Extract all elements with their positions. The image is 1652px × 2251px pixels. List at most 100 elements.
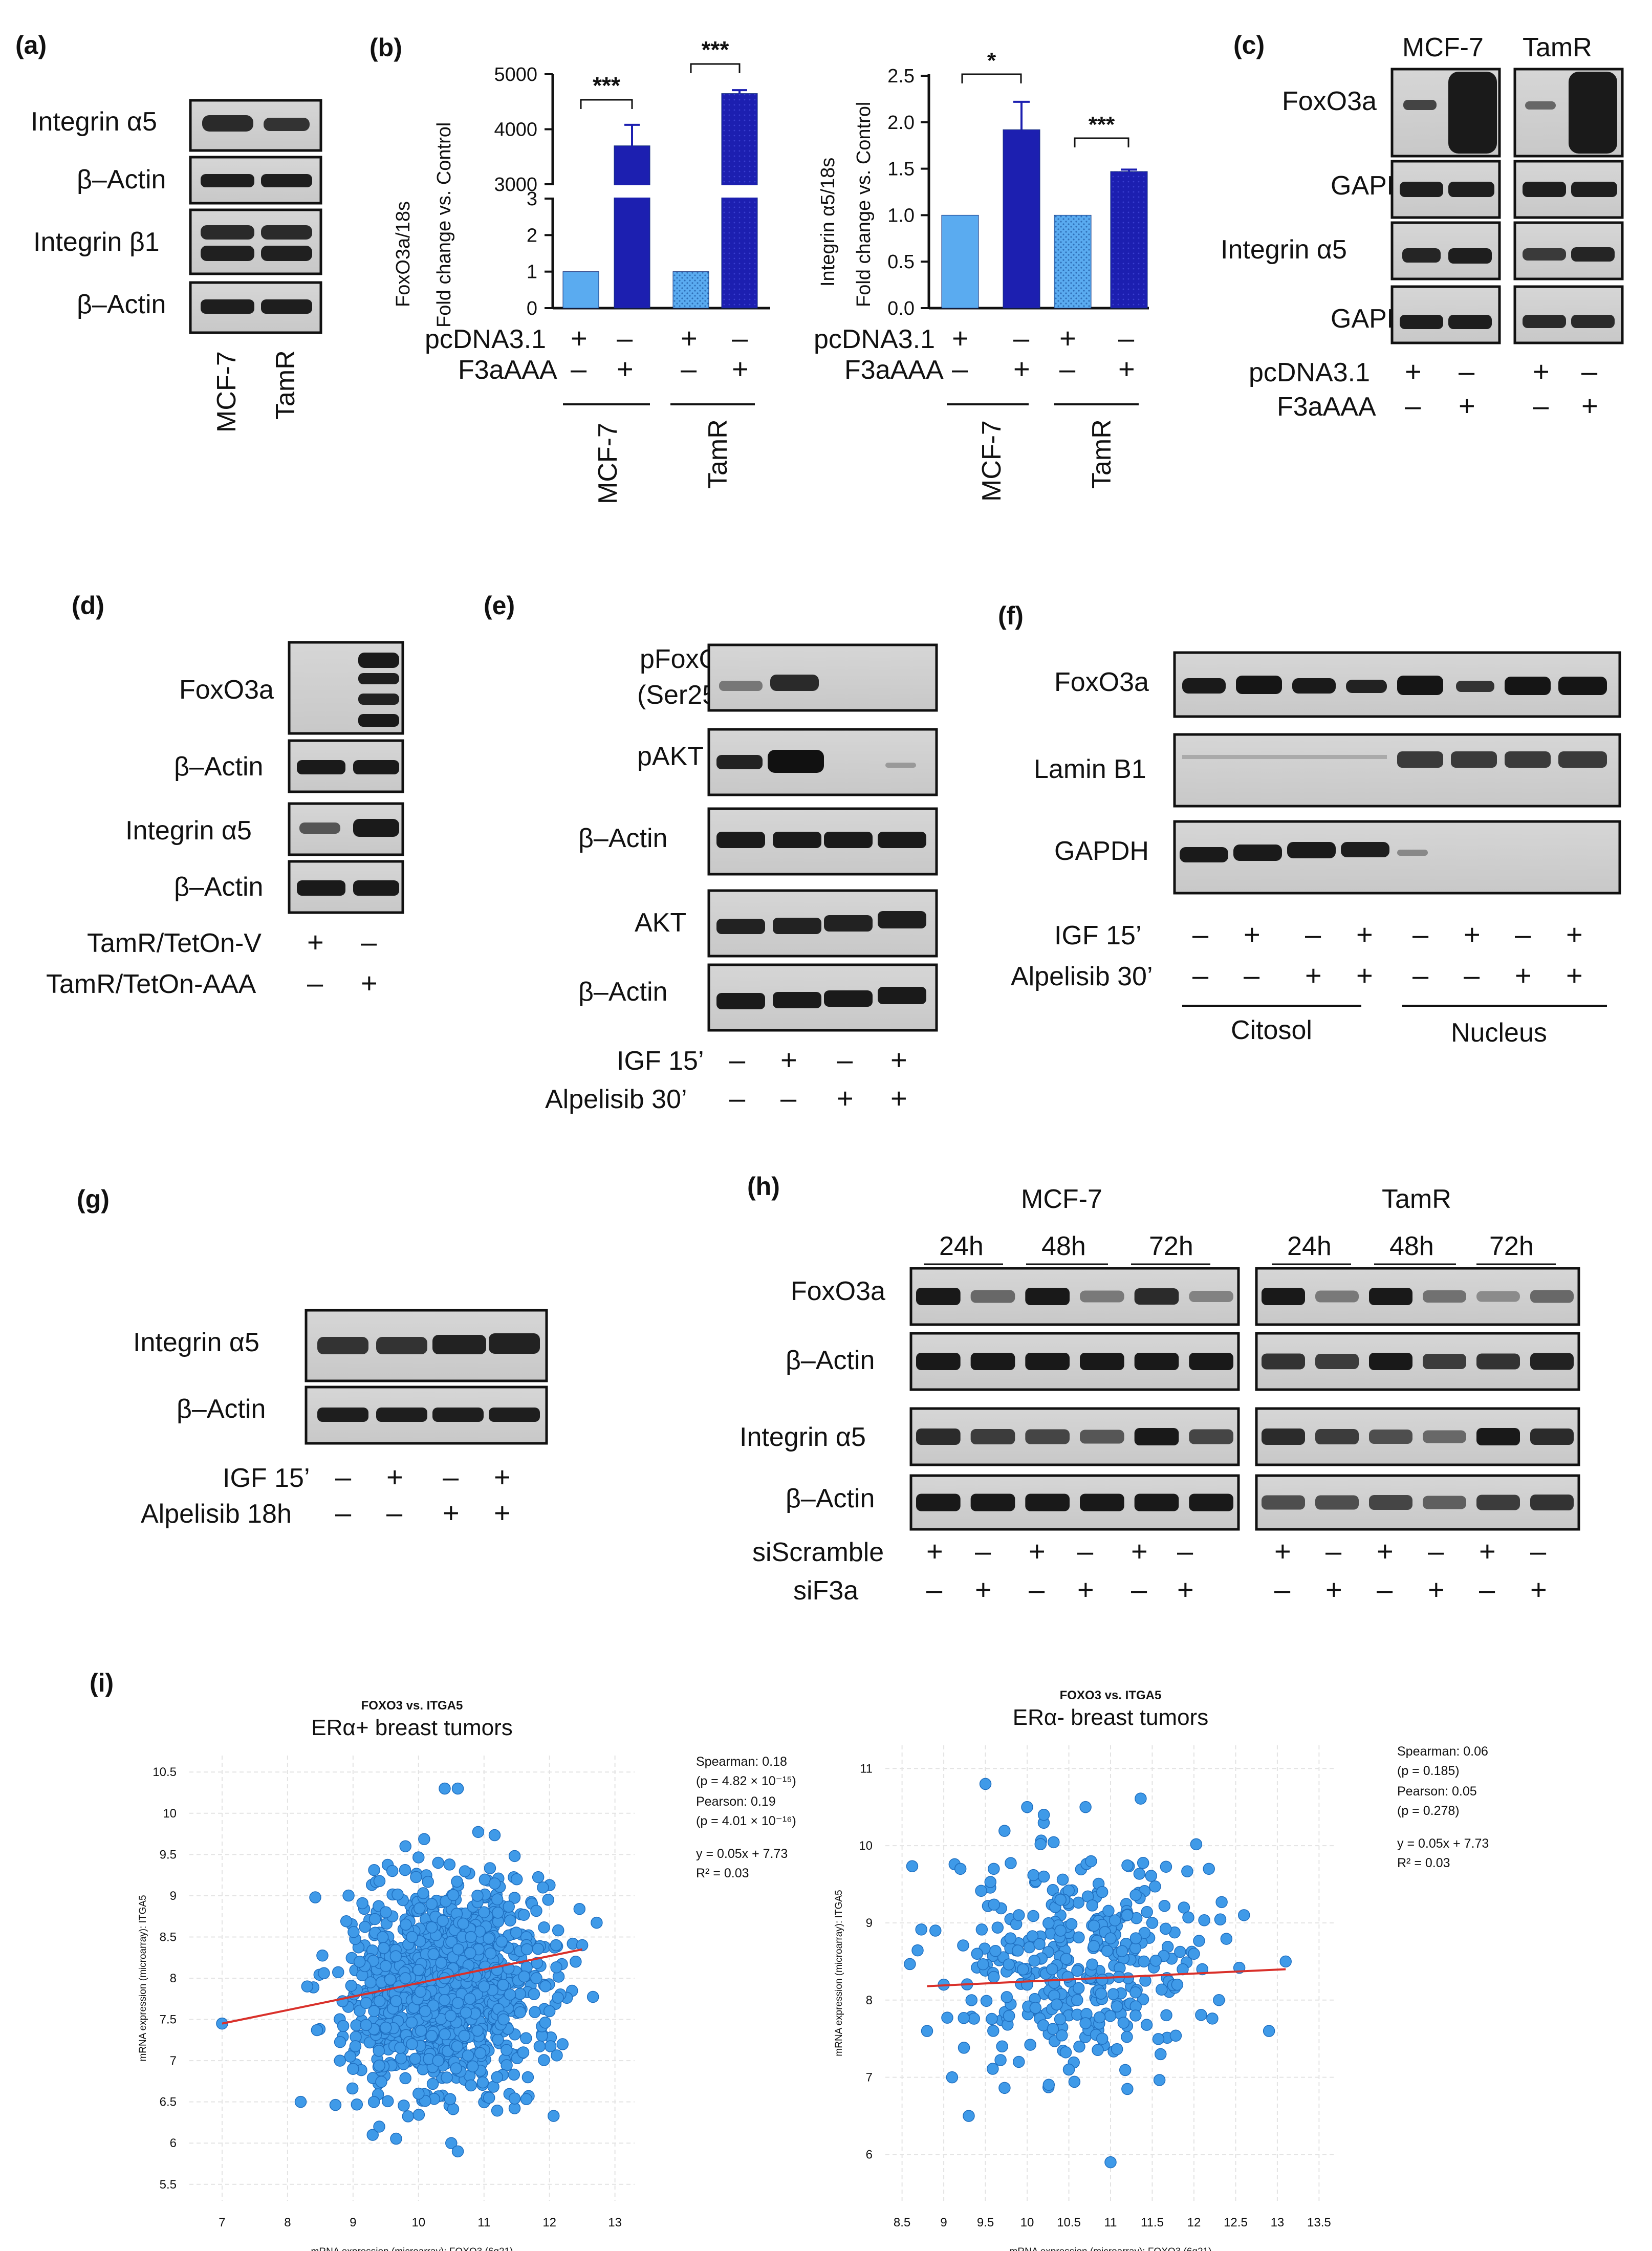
- scatter-point: [398, 2100, 410, 2112]
- panel-c-label: (c): [1233, 31, 1265, 59]
- scatter-point: [958, 2012, 970, 2024]
- scatter-point: [390, 2132, 402, 2145]
- scatter-point: [1193, 1935, 1205, 1947]
- blot-box: [1513, 160, 1624, 219]
- blot-box: [909, 1267, 1240, 1326]
- panel-g-label: (g): [77, 1185, 110, 1214]
- y-tick-label: 8: [866, 1994, 873, 2007]
- scatter-point: [329, 2098, 342, 2111]
- scatter-point: [471, 1890, 484, 1902]
- blot-band: [299, 823, 340, 834]
- scatter-point: [1190, 1838, 1203, 1851]
- sign: +: [1059, 322, 1076, 354]
- scatter-point: [576, 1939, 589, 1952]
- sign: –: [729, 1082, 746, 1114]
- scatter-point: [508, 2092, 521, 2105]
- blot-band: [261, 299, 312, 314]
- blot-band: [201, 246, 254, 261]
- scatter-point: [904, 1958, 916, 1971]
- y-tick-label: 9: [866, 1916, 873, 1930]
- scatter-point: [438, 1994, 451, 2006]
- scatter-point: [1153, 2074, 1166, 2086]
- scatter-point: [508, 2068, 520, 2081]
- scatter-point: [422, 1875, 434, 1888]
- scatter-point: [419, 2005, 431, 2018]
- blot-band: [1476, 1428, 1520, 1445]
- scatter-point: [367, 1955, 380, 1967]
- scatter-point: [360, 1997, 373, 2009]
- row-label-alpelisib: Alpelisib 30’: [1011, 962, 1153, 991]
- sign: +: [926, 1535, 943, 1567]
- stat-text: (p = 0.278): [1397, 1804, 1460, 1818]
- blot-box: [1173, 733, 1621, 808]
- scatter-point: [452, 1943, 465, 1956]
- blot-box: [288, 739, 404, 793]
- blot-box: [189, 156, 322, 205]
- scatter-point: [399, 2072, 411, 2085]
- sign: –: [1325, 1535, 1342, 1567]
- blot-band: [878, 832, 926, 848]
- y-tick-label: 5000: [494, 64, 537, 85]
- y-tick-label: 4000: [494, 119, 537, 141]
- scatter-point: [474, 2047, 487, 2060]
- sign: –: [1029, 1573, 1045, 1606]
- panel-c: (c) MCF-7 TamR FoxO3a GAPDH Integrin α5 …: [1221, 31, 1624, 422]
- scatter-point: [483, 1932, 495, 1944]
- row-label-pcdna: pcDNA3.1: [425, 324, 546, 354]
- plot-subtitle: ERα- breast tumors: [1013, 1705, 1208, 1730]
- scatter-point: [451, 1997, 464, 2009]
- scatter-point: [1012, 1944, 1024, 1957]
- scatter-point: [510, 1873, 523, 1886]
- scatter-point: [1054, 1924, 1067, 1937]
- blot-band: [297, 760, 345, 774]
- sign: +: [780, 1044, 797, 1076]
- blot-label-integrin-a5: Integrin α5: [740, 1422, 866, 1452]
- x-tick-label: 12: [1187, 2216, 1201, 2230]
- scatter-point: [954, 1863, 967, 1875]
- blot-band: [1476, 1495, 1520, 1510]
- scatter-point: [334, 2054, 346, 2067]
- blot-box: [1255, 1474, 1580, 1531]
- blot-band: [353, 880, 399, 896]
- scatter-point: [586, 1990, 599, 2003]
- blot-box: [288, 860, 404, 914]
- sign: +: [1131, 1535, 1148, 1567]
- sign: +: [1013, 353, 1030, 385]
- scatter-point: [450, 2062, 462, 2074]
- row-label-f3a: F3aAAA: [844, 355, 944, 385]
- scatter-point: [1152, 2033, 1165, 2045]
- blot-band: [1400, 182, 1443, 197]
- scatter-point: [1096, 1974, 1108, 1986]
- blot-label-foxo3a: FoxO3a: [179, 675, 274, 705]
- row-label-alpelisib: Alpelisib 18h: [141, 1499, 292, 1529]
- scatter-point: [957, 1939, 969, 1952]
- sign: –: [1479, 1573, 1495, 1606]
- scatter-point: [528, 1988, 540, 2000]
- y-tick-label: 10: [163, 1807, 177, 1821]
- scatter-point: [987, 2063, 999, 2075]
- blot-band: [432, 1408, 484, 1422]
- blot-box: [189, 99, 322, 152]
- sign: +: [890, 1082, 907, 1114]
- blot-band: [1423, 1430, 1466, 1443]
- scatter-point: [906, 1860, 919, 1872]
- scatter-point: [1121, 2083, 1134, 2095]
- scatter-point: [1121, 1909, 1134, 1921]
- panel-i-label: (i): [90, 1669, 114, 1697]
- y-tick-label: 2: [527, 225, 537, 246]
- scatter-point: [375, 2075, 387, 2088]
- blot-band: [1025, 1353, 1070, 1370]
- stat-text: R² = 0.03: [696, 1866, 749, 1880]
- scatter-point: [556, 2038, 569, 2050]
- x-axis-label: mRNA expression (microarray): FOXO3 (6q2…: [1010, 2246, 1212, 2251]
- blot-label-gapdh: GAPDH: [1054, 836, 1149, 866]
- panel-e-label: (e): [484, 591, 515, 620]
- scatter-point: [384, 1973, 397, 1986]
- stat-text: y = 0.05x + 7.73: [696, 1847, 788, 1861]
- scatter-point: [439, 2028, 451, 2041]
- scatter-point: [514, 2006, 527, 2019]
- scatter-point: [1088, 1940, 1100, 1952]
- scatter-point: [318, 1967, 330, 1979]
- blot-band: [1080, 1430, 1124, 1444]
- scatter-point: [1159, 1922, 1172, 1935]
